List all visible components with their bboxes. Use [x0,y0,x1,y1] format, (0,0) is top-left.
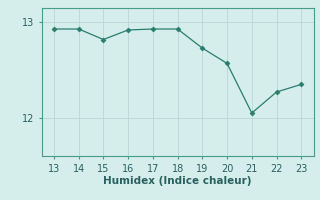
X-axis label: Humidex (Indice chaleur): Humidex (Indice chaleur) [103,176,252,186]
